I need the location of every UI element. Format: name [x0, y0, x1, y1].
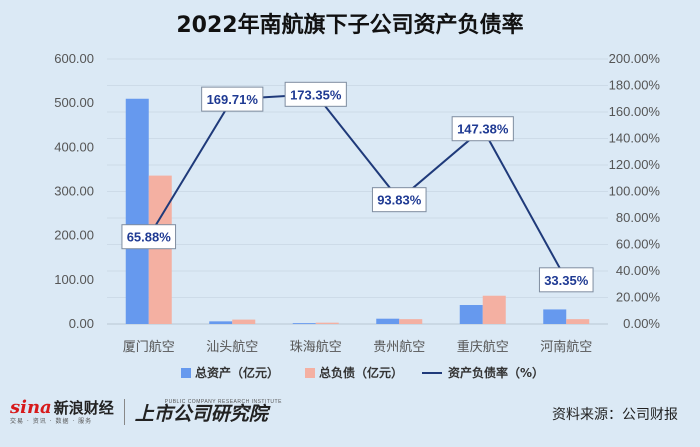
right-axis-tick: 200.00%	[609, 51, 661, 66]
bar-total-liabilities	[482, 295, 506, 324]
debt-ratio-label-text: 33.35%	[544, 273, 589, 288]
left-axis-tick: 500.00	[54, 95, 94, 110]
sina-finance-tagline: 交易 · 资讯 · 数据 · 服务	[10, 418, 93, 425]
bar-total-assets	[543, 309, 567, 324]
category-label: 贵州航空	[373, 339, 425, 355]
right-axis-tick: 60.00%	[616, 237, 661, 252]
sina-finance-name: 新浪财经	[53, 399, 114, 417]
debt-ratio-label-box	[451, 116, 514, 142]
legend-swatch-total-liabilities	[305, 368, 315, 378]
category-label: 河南航空	[540, 339, 592, 355]
bar-total-assets	[459, 305, 483, 324]
right-axis-tick: 160.00%	[609, 104, 661, 119]
left-axis-tick: 400.00	[54, 139, 94, 154]
bar-total-assets	[376, 318, 400, 324]
legend-swatch-total-assets	[181, 368, 191, 378]
footer-brands: sina 新浪财经 交易 · 资讯 · 数据 · 服务 PUBLIC COMPA…	[10, 392, 282, 432]
bar-total-assets	[209, 321, 233, 324]
bar-total-assets	[125, 98, 149, 324]
sina-finance-logo: sina 新浪财经 交易 · 资讯 · 数据 · 服务	[10, 399, 114, 425]
category-label: 重庆航空	[457, 339, 509, 355]
debt-ratio-label-text: 93.83%	[377, 193, 422, 208]
bar-total-liabilities	[315, 322, 339, 324]
left-axis-tick: 200.00	[54, 228, 94, 243]
right-axis-tick: 140.00%	[609, 131, 661, 146]
bar-total-liabilities	[566, 319, 590, 324]
debt-ratio-label: 169.71%	[201, 86, 264, 112]
debt-ratio-label: 65.88%	[121, 224, 177, 250]
category-label: 汕头航空	[206, 339, 258, 355]
right-axis-tick: 20.00%	[616, 290, 661, 305]
debt-ratio-label-box	[538, 267, 594, 293]
debt-ratio-line	[147, 93, 568, 281]
research-institute-en: PUBLIC COMPANY RESEARCH INSTITUTE	[164, 399, 282, 405]
debt-ratio-label: 147.38%	[451, 116, 514, 142]
debt-ratio-label-box	[121, 224, 177, 250]
category-label: 厦门航空	[123, 339, 175, 355]
right-axis-tick: 120.00%	[609, 157, 661, 172]
data-source-note: 资料来源：公司财报	[552, 407, 678, 423]
debt-ratio-label-text: 169.71%	[207, 92, 259, 107]
debt-ratio-label: 33.35%	[538, 267, 594, 293]
debt-ratio-label-box	[371, 187, 427, 213]
research-institute-logo: PUBLIC COMPANY RESEARCH INSTITUTE 上市公司研究…	[135, 400, 282, 424]
right-axis-tick: 0.00%	[623, 316, 660, 331]
right-axis-tick: 100.00%	[609, 184, 661, 199]
left-axis-tick: 100.00	[54, 272, 94, 287]
research-institute-name: 上市公司研究院	[134, 403, 268, 425]
chart-title: 2022年南航旗下子公司资产负债率	[176, 12, 523, 38]
legend-label: 总资产（亿元）	[195, 365, 279, 380]
debt-ratio-label-text: 65.88%	[127, 230, 172, 245]
sina-logo-text: sina	[10, 397, 52, 418]
bar-total-liabilities	[232, 319, 256, 324]
legend-label: 总负债（亿元）	[319, 365, 403, 380]
brand-divider	[123, 399, 125, 425]
debt-ratio-label-text: 147.38%	[457, 122, 509, 137]
bar-total-liabilities	[148, 175, 172, 324]
debt-ratio-label-box	[284, 81, 347, 107]
right-axis-tick: 80.00%	[616, 210, 661, 225]
left-axis-tick: 600.00	[54, 51, 94, 66]
debt-ratio-label: 173.35%	[284, 81, 347, 107]
right-axis-tick: 180.00%	[609, 78, 661, 93]
bar-total-assets	[292, 323, 316, 324]
legend-label: 资产负债率（%）	[448, 365, 544, 380]
left-axis-tick: 300.00	[54, 184, 94, 199]
category-label: 珠海航空	[290, 339, 342, 355]
right-axis-tick: 40.00%	[616, 263, 661, 278]
debt-ratio-label: 93.83%	[371, 187, 427, 213]
debt-ratio-label-text: 173.35%	[290, 87, 342, 102]
left-axis-tick: 0.00	[69, 316, 94, 331]
debt-ratio-label-box	[201, 86, 264, 112]
bar-total-liabilities	[399, 319, 423, 324]
